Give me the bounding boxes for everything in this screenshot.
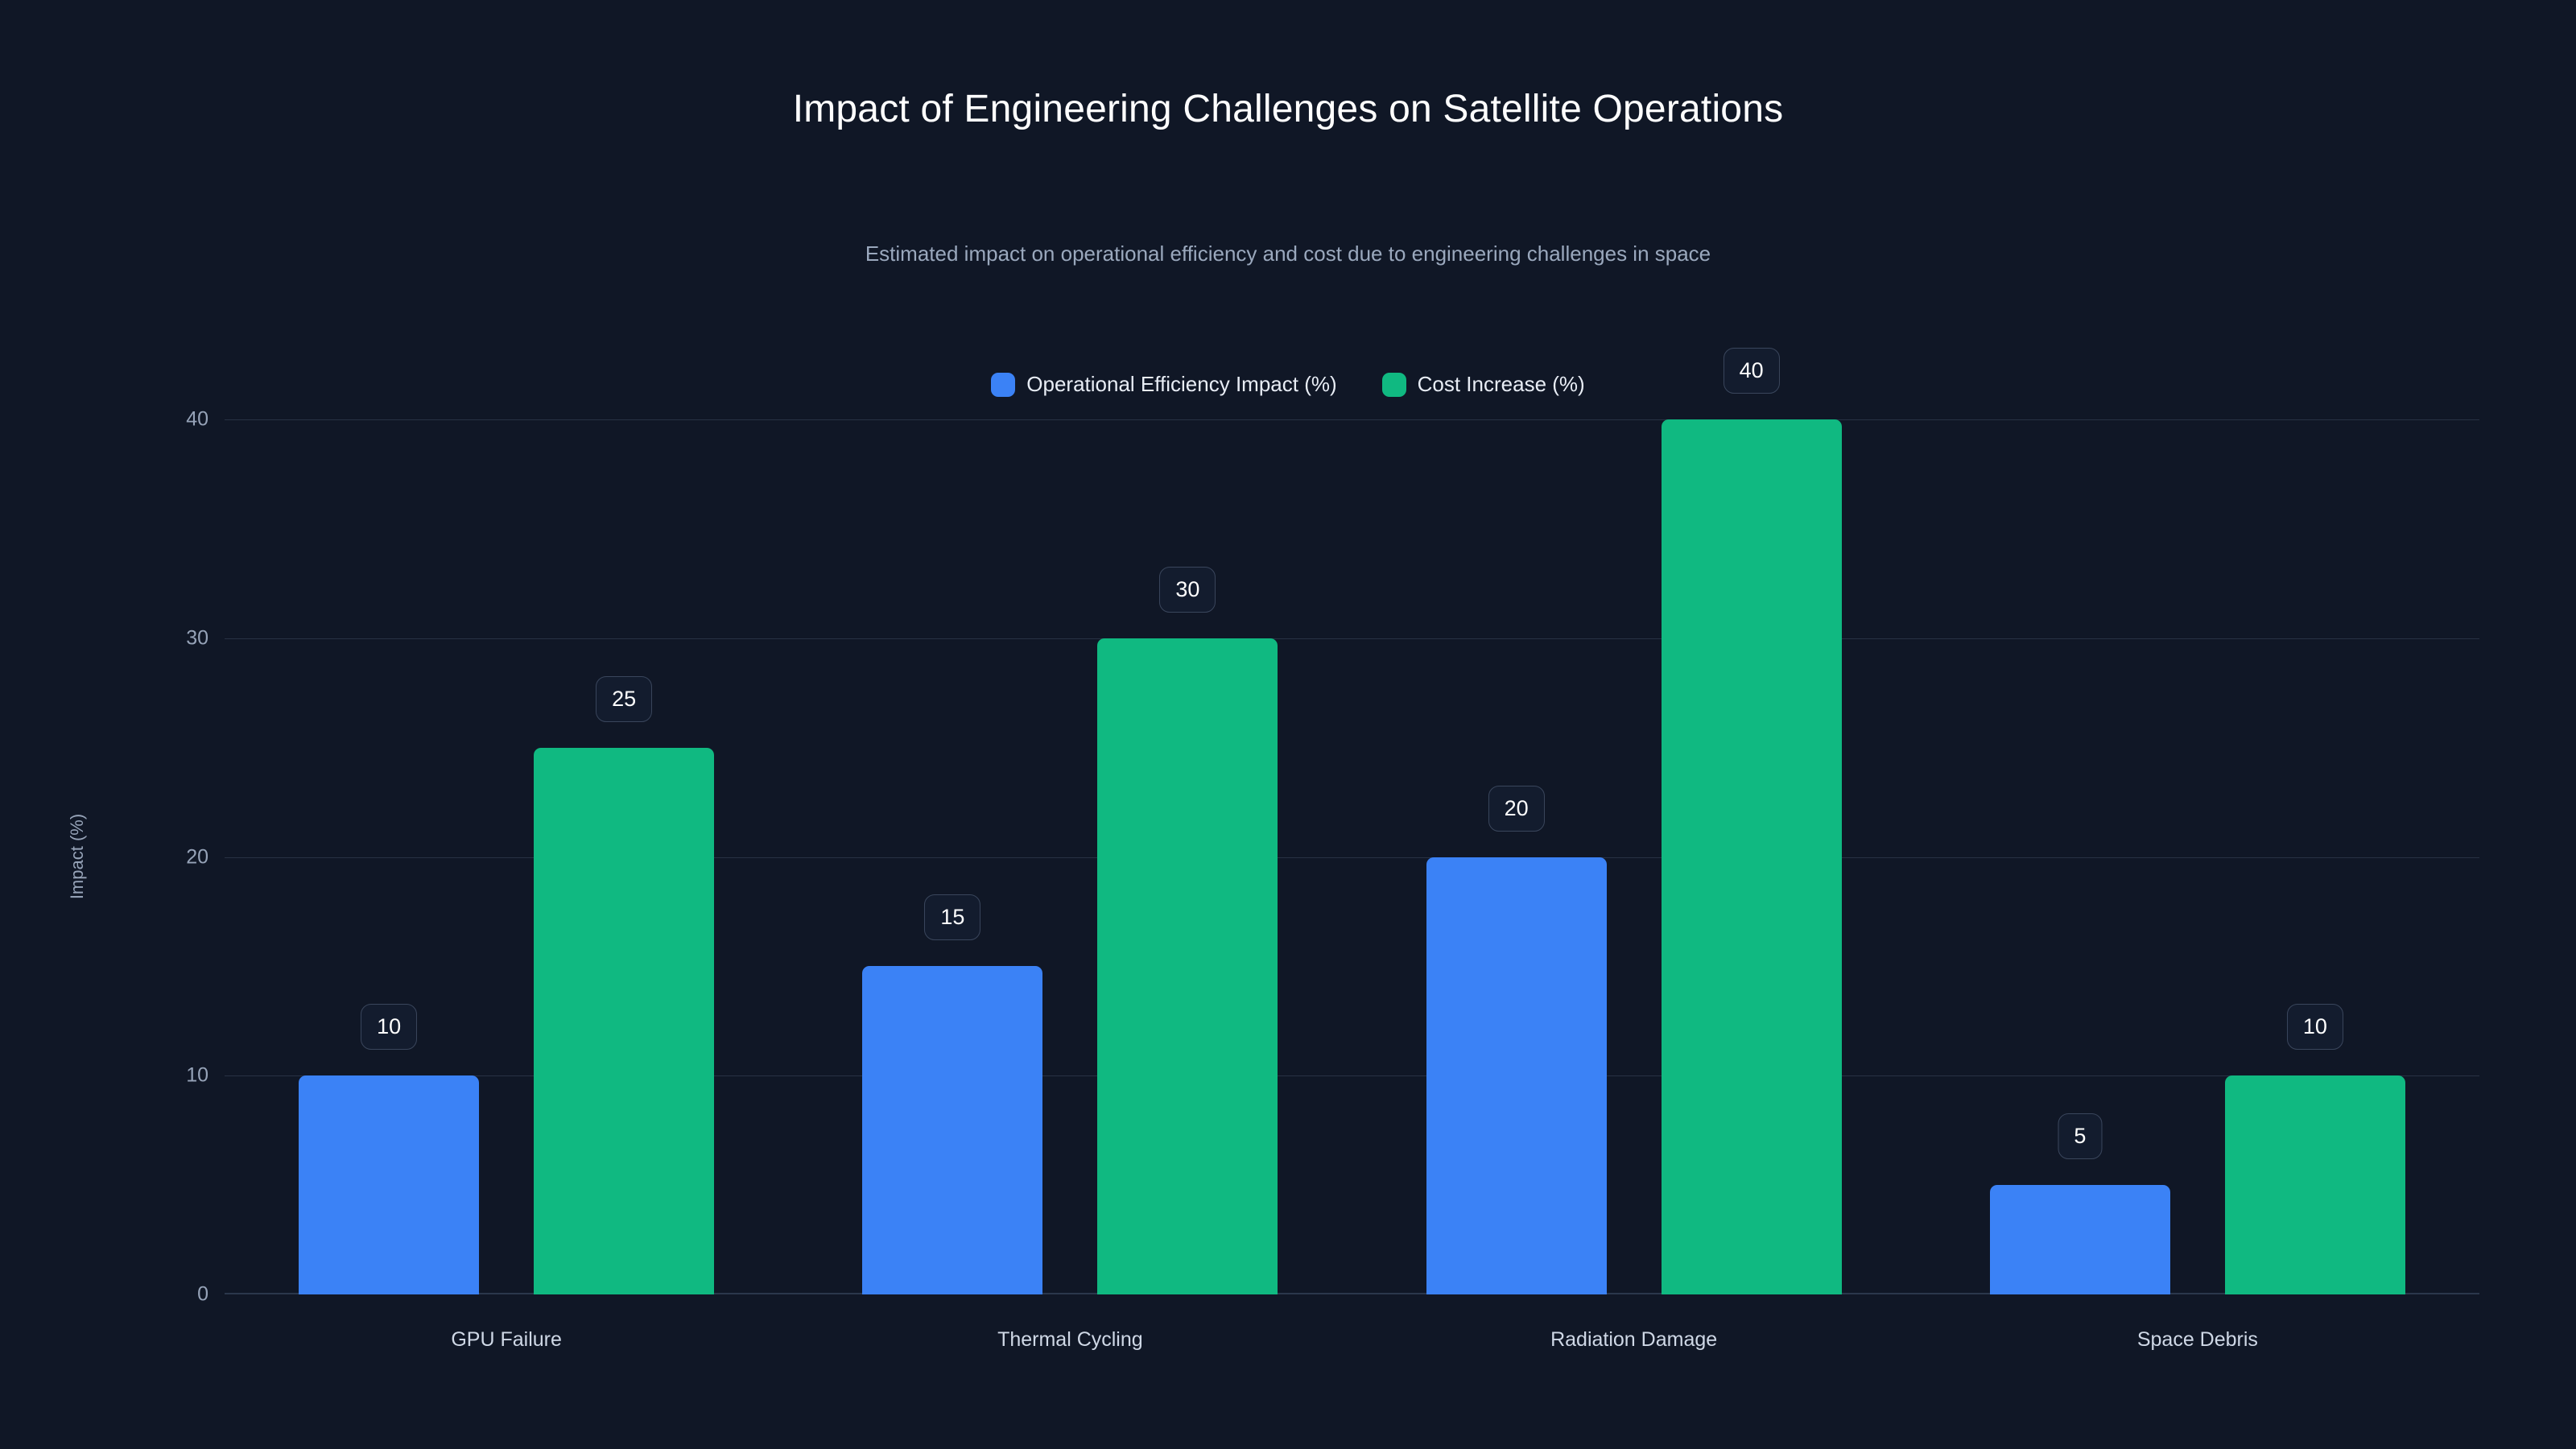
bar[interactable] [862,966,1043,1294]
plot-area [225,419,2479,1294]
x-tick-label: Space Debris [2136,1328,2258,1351]
y-axis-title: Impact (%) [67,813,87,900]
bar-value-label: 10 [2286,1004,2343,1051]
gridline [225,1075,2479,1077]
bar-value-label: 20 [1488,785,1545,832]
x-axis-baseline [225,1293,2479,1294]
y-tick-label: 10 [186,1063,208,1087]
y-tick-label: 30 [186,626,208,650]
x-tick-label: Radiation Damage [1550,1328,1718,1351]
bar[interactable] [1426,857,1607,1294]
bar[interactable] [1661,419,1842,1294]
legend-item-efficiency[interactable]: Operational Efficiency Impact (%) [991,372,1337,397]
bar[interactable] [534,747,715,1294]
legend-label: Cost Increase (%) [1417,372,1585,396]
legend-label: Operational Efficiency Impact (%) [1026,372,1337,396]
x-tick-label: Thermal Cycling [997,1328,1143,1351]
bar[interactable] [299,1075,480,1294]
gridline [225,857,2479,858]
y-tick-label: 20 [186,845,208,868]
gridline [225,419,2479,420]
y-tick-label: 0 [197,1282,208,1306]
bar-value-label: 5 [2058,1113,2103,1160]
bar[interactable] [1989,1185,2170,1294]
bar-value-label: 40 [1723,348,1780,394]
bar[interactable] [2224,1075,2405,1294]
legend-item-cost[interactable]: Cost Increase (%) [1381,372,1585,397]
bar[interactable] [1097,638,1278,1294]
bar-value-label: 10 [361,1004,418,1051]
y-tick-label: 40 [186,407,208,431]
bar-value-label: 25 [596,675,653,722]
legend-swatch-icon [1381,372,1406,397]
chart-subtitle: Estimated impact on operational efficien… [865,242,1711,266]
chart-legend: Operational Efficiency Impact (%) Cost In… [0,372,2576,397]
legend-swatch-icon [991,372,1016,397]
bar-value-label: 30 [1159,566,1216,613]
gridline [225,638,2479,639]
bar-value-label: 15 [924,894,981,941]
x-tick-label: GPU Failure [451,1328,562,1351]
chart-title: Impact of Engineering Challenges on Sate… [792,88,1784,130]
